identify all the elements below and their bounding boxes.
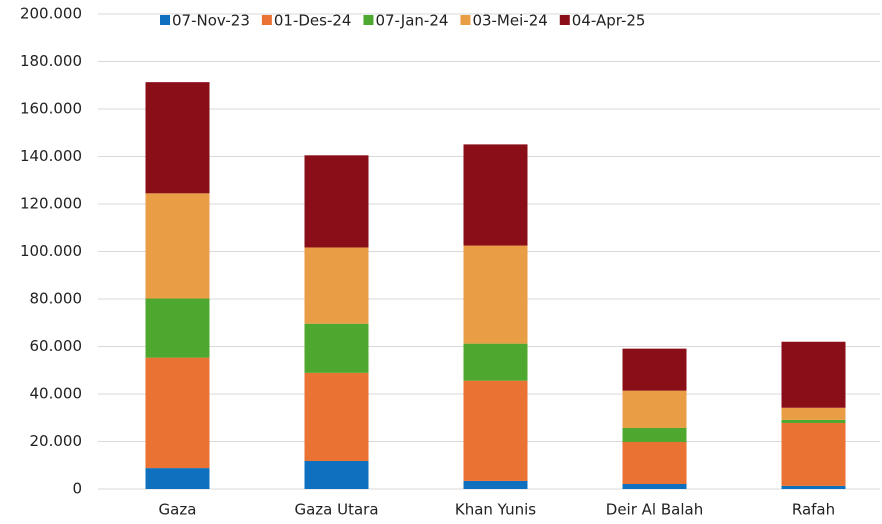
legend-swatch	[363, 15, 374, 25]
legend-swatch	[460, 15, 471, 25]
legend-label: 01-Des-24	[274, 12, 352, 30]
legend-label: 07-Jan-24	[375, 12, 448, 30]
bar-segment	[622, 484, 687, 489]
x-tick-label: Deir Al Balah	[606, 501, 703, 519]
bar-segment	[145, 193, 210, 299]
bar-segment	[781, 419, 846, 423]
x-tick-label: Gaza Utara	[294, 501, 378, 519]
y-tick-label: 80.000	[30, 290, 83, 308]
y-tick-label: 200.000	[20, 5, 82, 23]
bar-segment	[781, 485, 846, 489]
legend-label: 07-Nov-23	[172, 12, 250, 30]
legend-swatch	[559, 15, 570, 25]
y-tick-label: 0	[72, 480, 82, 498]
x-tick-label: Gaza	[159, 501, 197, 519]
bar-segment	[622, 390, 687, 428]
y-tick-label: 20.000	[30, 432, 83, 450]
y-tick-label: 160.000	[20, 100, 82, 118]
bar-segment	[463, 144, 528, 246]
bar-segment	[304, 460, 369, 489]
bar-segment	[463, 245, 528, 344]
y-tick-label: 40.000	[30, 385, 83, 403]
bar-segment	[145, 468, 210, 489]
legend-swatch	[261, 15, 272, 25]
bar-segment	[145, 82, 210, 194]
x-tick-label: Khan Yunis	[455, 501, 536, 519]
y-tick-label: 120.000	[20, 195, 82, 213]
bar-segment	[781, 341, 846, 408]
bar-segment	[622, 348, 687, 391]
bar-segment	[781, 407, 846, 420]
x-tick-label: Rafah	[792, 501, 835, 519]
bar-segment	[304, 323, 369, 373]
legend-label: 03-Mei-24	[472, 12, 547, 30]
y-tick-label: 100.000	[20, 242, 82, 260]
bar-segment	[304, 372, 369, 461]
legend-swatch	[160, 15, 170, 25]
legend-label: 04-Apr-25	[572, 12, 646, 30]
y-tick-label: 140.000	[20, 147, 82, 165]
bar-segment	[622, 441, 687, 485]
bar-segment	[463, 343, 528, 381]
bar-segment	[304, 247, 369, 324]
bar-segment	[145, 298, 210, 358]
bar-segment	[463, 380, 528, 481]
bar-segment	[145, 357, 210, 469]
bar-segment	[781, 422, 846, 486]
bar-segment	[304, 155, 369, 248]
y-tick-label: 180.000	[20, 52, 82, 70]
bar-segment	[463, 480, 528, 489]
bar-segment	[622, 427, 687, 442]
y-tick-label: 60.000	[30, 337, 83, 355]
